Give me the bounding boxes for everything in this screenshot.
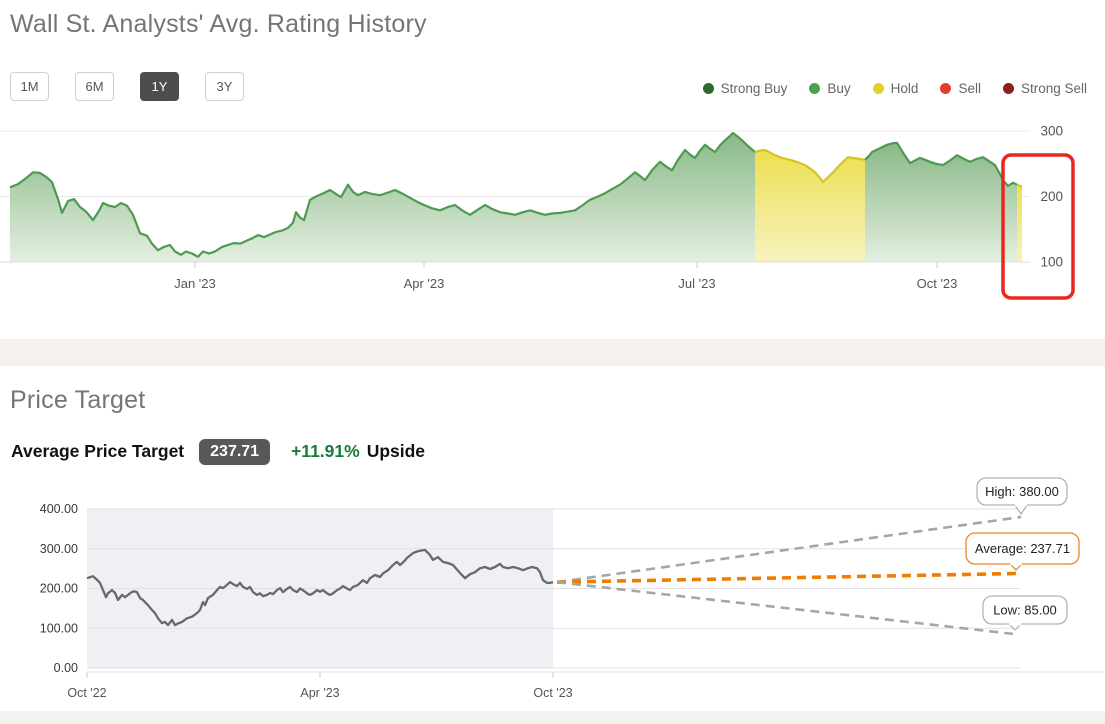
rating-history-chart[interactable]: Jan '23 Apr '23 Jul '23 Oct '23 300 200 100 [0, 120, 1105, 305]
legend-dot-sell [940, 83, 952, 94]
svg-text:300.00: 300.00 [40, 542, 78, 556]
upside: +11.91% Upside [291, 441, 425, 462]
svg-text:Apr '23: Apr '23 [404, 276, 445, 291]
legend-dot-hold [872, 83, 884, 94]
svg-text:Jul '23: Jul '23 [678, 276, 715, 291]
upside-percent: +11.91% [291, 441, 360, 462]
range-button-1y[interactable]: 1Y [140, 72, 179, 101]
average-price-target-value: 237.71 [199, 439, 271, 465]
svg-text:100: 100 [1040, 255, 1063, 270]
svg-text:Oct '23: Oct '23 [533, 686, 572, 700]
legend-item-buy: Buy [809, 81, 851, 96]
bottom-strip [0, 711, 1105, 724]
rating-history-title: Wall St. Analysts' Avg. Rating History [10, 10, 427, 38]
svg-text:Oct '23: Oct '23 [917, 276, 958, 291]
legend-item-strong-sell: Strong Sell [1002, 81, 1087, 96]
legend-item-strong-buy: Strong Buy [702, 81, 788, 96]
legend-label: Sell [958, 81, 981, 96]
rating-legend: Strong Buy Buy Hold Sell Strong Sell [702, 81, 1087, 96]
svg-text:200: 200 [1040, 189, 1063, 204]
legend-item-hold: Hold [872, 81, 919, 96]
svg-text:400.00: 400.00 [40, 502, 78, 516]
svg-text:200.00: 200.00 [40, 582, 78, 596]
svg-text:High: 380.00: High: 380.00 [985, 484, 1059, 499]
callout-average: Average: 237.71 [965, 532, 1080, 571]
price-target-title: Price Target [10, 386, 146, 414]
legend-dot-buy [809, 83, 821, 94]
svg-text:0.00: 0.00 [54, 661, 78, 675]
legend-label: Strong Sell [1020, 81, 1087, 96]
callout-high: High: 380.00 [976, 477, 1068, 516]
price-target-chart[interactable]: Oct '22 Apr '23 Oct '23 400.00 300.00 200.00 1… [0, 468, 1105, 708]
svg-text:Jan '23: Jan '23 [174, 276, 216, 291]
range-button-1m[interactable]: 1M [10, 72, 49, 101]
svg-text:Apr '23: Apr '23 [300, 686, 339, 700]
legend-item-sell: Sell [940, 81, 981, 96]
recent-rating-highlight-box [1001, 153, 1075, 300]
legend-label: Buy [827, 81, 851, 96]
svg-text:Oct '22: Oct '22 [67, 686, 106, 700]
range-button-6m[interactable]: 6M [75, 72, 114, 101]
forecast-line-average [556, 571, 1017, 584]
forecast-line-low [556, 580, 1017, 636]
range-buttons: 1M 6M 1Y 3Y [10, 72, 244, 101]
average-price-target-row: Average Price Target 237.71 +11.91% Upsi… [11, 439, 425, 465]
range-button-3y[interactable]: 3Y [205, 72, 244, 101]
legend-dot-strong-buy [702, 83, 714, 94]
svg-text:300: 300 [1040, 124, 1063, 139]
forecast-line-high [556, 515, 1022, 584]
callout-low: Low: 85.00 [982, 595, 1068, 631]
price-history-line [86, 548, 554, 627]
svg-text:Average: 237.71: Average: 237.71 [975, 541, 1070, 556]
legend-label: Strong Buy [720, 81, 788, 96]
average-price-target-label: Average Price Target [11, 441, 185, 462]
svg-text:Low: 85.00: Low: 85.00 [993, 603, 1057, 618]
section-divider [0, 339, 1105, 366]
svg-text:100.00: 100.00 [40, 621, 78, 635]
upside-label: Upside [366, 441, 426, 462]
legend-label: Hold [890, 81, 919, 96]
legend-dot-strong-sell [1002, 83, 1014, 94]
